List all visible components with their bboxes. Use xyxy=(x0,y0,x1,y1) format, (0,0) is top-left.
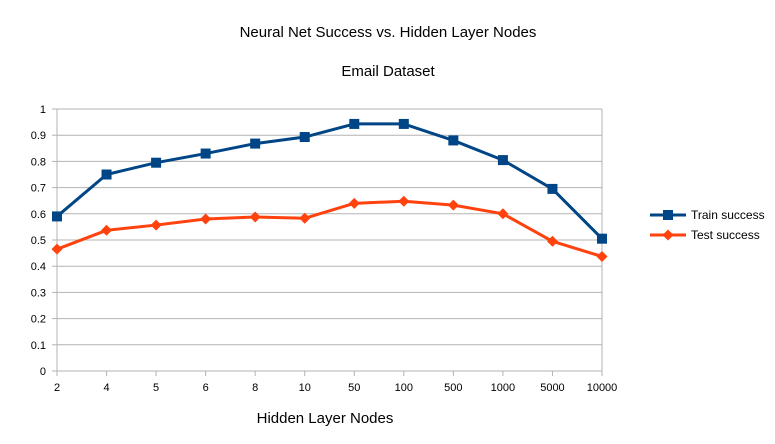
x-tick-label: 6 xyxy=(203,382,209,394)
y-tick-label: 0 xyxy=(40,366,46,378)
chart-subtitle: Email Dataset xyxy=(341,63,435,80)
legend-label: Train success xyxy=(691,208,765,222)
x-tick-label: 10000 xyxy=(587,382,618,394)
data-point-train-success xyxy=(497,155,508,166)
series-test-success xyxy=(51,195,608,263)
x-tick-label: 8 xyxy=(252,382,258,394)
series-layer xyxy=(51,118,608,263)
y-tick-label: 0.9 xyxy=(31,130,46,142)
data-point-train-success xyxy=(349,118,360,129)
y-tick-label: 0.8 xyxy=(31,156,46,168)
data-point-test-success xyxy=(447,199,459,211)
series-train-success xyxy=(52,118,607,244)
x-tick-label: 5000 xyxy=(540,382,564,394)
legend: Train success Test success xyxy=(650,208,765,242)
data-point-train-success xyxy=(101,169,112,180)
data-point-test-success xyxy=(398,195,410,207)
x-tick-label: 100 xyxy=(395,382,413,394)
x-tick-label: 2 xyxy=(54,382,60,394)
x-tick-label: 4 xyxy=(103,382,109,394)
data-point-test-success xyxy=(200,213,212,225)
data-point-test-success xyxy=(101,224,113,236)
legend-item: Train success xyxy=(650,208,765,222)
data-point-test-success xyxy=(299,212,311,224)
data-point-test-success xyxy=(51,243,63,255)
data-point-train-success xyxy=(250,138,261,149)
series-line-test-success xyxy=(56,199,603,258)
data-point-test-success xyxy=(546,235,558,247)
grid-lines xyxy=(57,108,603,371)
y-tick-label: 0.4 xyxy=(31,261,46,273)
legend-marker xyxy=(662,229,674,241)
y-tick-label: 0.1 xyxy=(31,340,46,352)
data-point-train-success xyxy=(547,183,558,194)
legend-label: Test success xyxy=(691,228,760,242)
y-tick-label: 1 xyxy=(40,104,46,116)
data-point-train-success xyxy=(448,135,459,146)
legend-item: Test success xyxy=(650,228,760,242)
data-point-train-success xyxy=(151,157,162,168)
x-tick-label: 10 xyxy=(299,382,311,394)
y-tick-label: 0.3 xyxy=(31,287,46,299)
x-tick-label: 5 xyxy=(153,382,159,394)
y-tick-labels: 0 0.1 0.2 0.3 0.4 0.5 0.6 0.7 0.8 0.9 1 xyxy=(31,104,46,378)
legend-marker xyxy=(663,210,673,220)
y-tick-label: 0.5 xyxy=(31,235,46,247)
data-point-train-success xyxy=(597,233,607,244)
data-point-test-success xyxy=(348,197,360,209)
y-tick-label: 0.2 xyxy=(31,314,46,326)
x-axis-label: Hidden Layer Nodes xyxy=(257,410,394,427)
series-line-train-success xyxy=(56,122,604,240)
chart-title: Neural Net Success vs. Hidden Layer Node… xyxy=(240,24,537,41)
data-point-test-success xyxy=(596,251,608,263)
data-point-train-success xyxy=(398,118,409,129)
x-tick-labels: 2 4 5 6 8 10 50 100 500 1000 5000 10000 xyxy=(54,382,617,394)
data-point-test-success xyxy=(150,219,162,231)
x-tick-label: 50 xyxy=(348,382,360,394)
x-tick-label: 1000 xyxy=(491,382,515,394)
x-tick-label: 500 xyxy=(444,382,462,394)
data-point-test-success xyxy=(249,211,261,223)
y-tick-label: 0.6 xyxy=(31,209,46,221)
data-point-train-success xyxy=(299,132,310,143)
axes xyxy=(52,108,603,376)
data-point-test-success xyxy=(497,208,509,220)
data-point-train-success xyxy=(200,148,211,159)
data-point-train-success xyxy=(52,211,62,222)
y-tick-label: 0.7 xyxy=(31,183,46,195)
